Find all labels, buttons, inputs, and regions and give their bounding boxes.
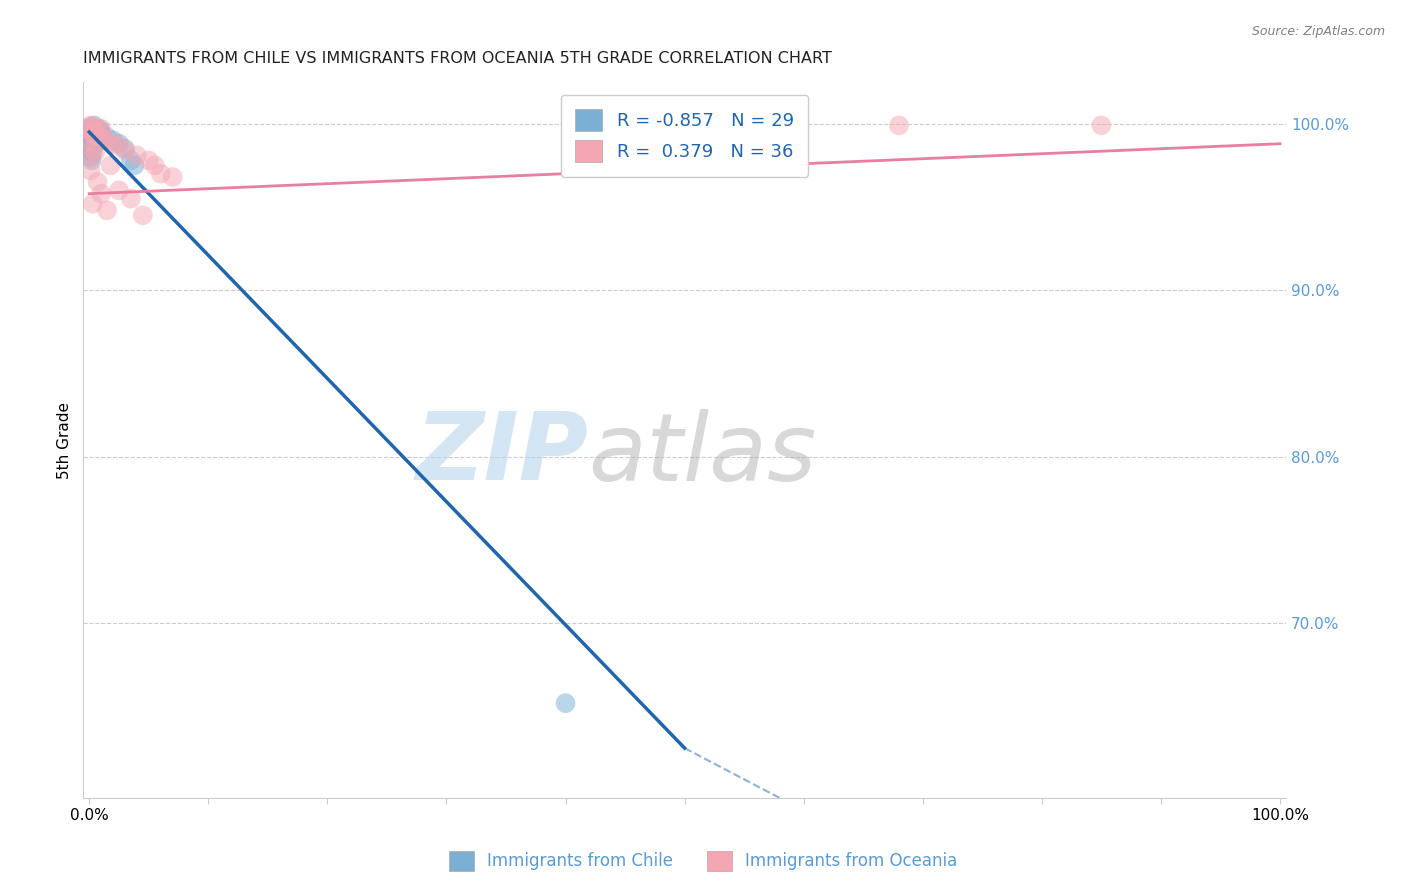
Point	[90, 186, 112, 201]
Point	[83, 128, 105, 143]
Point	[79, 119, 101, 133]
Point	[96, 203, 118, 218]
Point	[554, 696, 576, 710]
Point	[79, 133, 101, 147]
Point	[108, 183, 131, 197]
Text: atlas: atlas	[589, 409, 817, 500]
Point	[108, 138, 131, 153]
Point	[83, 119, 105, 133]
Point	[79, 138, 101, 153]
Point	[124, 158, 146, 172]
Point	[96, 130, 118, 145]
Point	[143, 158, 166, 172]
Text: IMMIGRANTS FROM CHILE VS IMMIGRANTS FROM OCEANIA 5TH GRADE CORRELATION CHART: IMMIGRANTS FROM CHILE VS IMMIGRANTS FROM…	[83, 51, 832, 66]
Point	[80, 120, 103, 134]
Y-axis label: 5th Grade: 5th Grade	[58, 401, 72, 479]
Point	[80, 125, 103, 139]
Point	[80, 128, 103, 143]
Point	[887, 119, 910, 133]
Point	[87, 121, 110, 136]
Legend: R = -0.857   N = 29, R =  0.379   N = 36: R = -0.857 N = 29, R = 0.379 N = 36	[561, 95, 808, 177]
Point	[82, 123, 104, 137]
Point	[120, 192, 142, 206]
Point	[84, 125, 107, 139]
Point	[87, 130, 110, 145]
Point	[82, 142, 104, 156]
Point	[79, 163, 101, 178]
Point	[80, 132, 103, 146]
Point	[86, 123, 108, 137]
Point	[114, 144, 136, 158]
Point	[80, 150, 103, 164]
Point	[101, 136, 124, 151]
Point	[82, 121, 104, 136]
Point	[86, 127, 108, 141]
Legend: Immigrants from Chile, Immigrants from Oceania: Immigrants from Chile, Immigrants from O…	[440, 842, 966, 880]
Point	[79, 120, 101, 134]
Point	[82, 133, 104, 147]
Point	[86, 128, 108, 143]
Point	[101, 133, 124, 147]
Point	[82, 127, 104, 141]
Point	[93, 132, 115, 146]
Text: Source: ZipAtlas.com: Source: ZipAtlas.com	[1251, 25, 1385, 38]
Point	[80, 142, 103, 156]
Point	[80, 123, 103, 137]
Point	[82, 196, 104, 211]
Point	[149, 167, 172, 181]
Point	[82, 145, 104, 159]
Point	[84, 136, 107, 151]
Point	[132, 208, 155, 222]
Point	[120, 153, 142, 168]
Point	[83, 130, 105, 145]
Point	[114, 142, 136, 156]
Text: ZIP: ZIP	[416, 409, 589, 500]
Point	[82, 121, 104, 136]
Point	[86, 175, 108, 189]
Point	[100, 158, 122, 172]
Point	[162, 169, 184, 184]
Point	[125, 148, 148, 162]
Point	[1090, 119, 1112, 133]
Point	[84, 120, 107, 134]
Point	[79, 127, 101, 141]
Point	[90, 127, 112, 141]
Point	[80, 153, 103, 168]
Point	[86, 128, 108, 143]
Point	[90, 121, 112, 136]
Point	[96, 133, 118, 147]
Point	[108, 136, 131, 151]
Point	[138, 153, 160, 168]
Point	[89, 123, 111, 137]
Point	[79, 150, 101, 164]
Point	[84, 145, 107, 159]
